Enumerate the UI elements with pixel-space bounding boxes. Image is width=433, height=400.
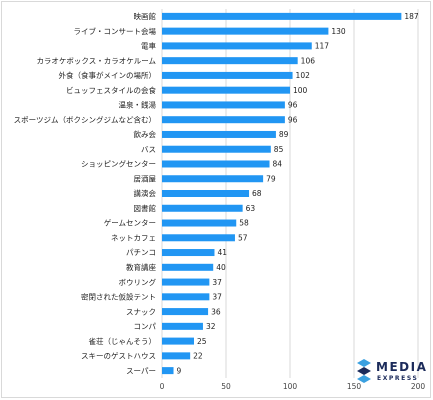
bar [162, 130, 276, 138]
category-label: 映画館 [134, 11, 157, 21]
bar [162, 175, 264, 183]
value-label: 9 [177, 366, 182, 375]
bar [162, 101, 285, 109]
bar [162, 352, 191, 360]
logo-mark-icon [357, 359, 371, 383]
category-label: スーパー [126, 366, 156, 375]
category-label: ライブ・コンサート会場 [74, 26, 157, 36]
bar [162, 27, 329, 35]
category-label: 講演会 [134, 188, 157, 198]
value-label: 40 [216, 263, 226, 272]
value-label: 79 [266, 174, 276, 183]
bar [162, 308, 209, 316]
x-tick-label: 150 [347, 382, 362, 391]
value-label: 100 [293, 86, 308, 95]
category-label: コンパ [134, 322, 157, 331]
bar [162, 145, 271, 153]
value-label: 58 [239, 219, 249, 228]
value-label: 96 [288, 101, 298, 110]
category-label: 雀荘（じゃんそう） [89, 336, 157, 346]
value-label: 84 [273, 160, 283, 169]
value-label: 32 [206, 322, 216, 331]
category-label: 外食（食事がメインの場所） [59, 70, 157, 80]
bar [162, 116, 285, 124]
bar [162, 249, 215, 257]
bar [162, 204, 243, 212]
bar [162, 71, 293, 79]
x-tick-label: 0 [160, 382, 165, 391]
value-label: 85 [274, 145, 284, 154]
category-label: スキーのゲストハウス [81, 352, 156, 361]
category-label: 図書館 [134, 203, 157, 213]
category-label: ネットカフェ [111, 233, 156, 242]
value-label: 25 [197, 337, 207, 346]
value-label: 22 [193, 352, 203, 361]
category-label: パチンコ [126, 248, 156, 257]
category-label: スポーツジム（ボクシングジムなど含む） [14, 114, 156, 124]
category-label: ボウリング [119, 277, 157, 287]
category-label: バス [141, 145, 156, 154]
category-label: 教育講座 [126, 262, 156, 272]
x-tick-label: 200 [411, 382, 426, 391]
bar [162, 263, 214, 271]
bar [162, 42, 312, 50]
value-label: 117 [315, 42, 330, 51]
bar [162, 234, 235, 242]
category-label: ビュッフェスタイルの会食 [66, 85, 156, 95]
x-axis-ticks: 0 50 100 150 200 [160, 382, 426, 391]
value-label: 187 [404, 12, 419, 21]
value-label: 36 [211, 307, 221, 316]
bar [162, 190, 250, 197]
value-label: 102 [296, 71, 311, 80]
bars [162, 12, 402, 375]
value-label: 37 [212, 293, 222, 302]
logo-text-media: MEDIA [376, 360, 428, 374]
bar [162, 278, 210, 286]
bar [162, 219, 237, 227]
value-label: 63 [246, 204, 256, 213]
x-tick-label: 100 [283, 382, 298, 391]
bar [162, 322, 203, 330]
bar [162, 86, 290, 94]
media-express-logo: MEDIA EXPRESS [355, 357, 428, 389]
logo-text-express: EXPRESS [377, 375, 419, 382]
category-labels: 映画館ライブ・コンサート会場電車カラオケボックス・カラオケルーム外食（食事がメイ… [14, 11, 157, 375]
value-label: 57 [238, 233, 248, 242]
value-label: 96 [288, 115, 298, 124]
gridlines [161, 9, 419, 378]
category-label: 密閉された仮設テント [81, 292, 156, 302]
bar [162, 367, 174, 375]
bar [162, 293, 210, 301]
category-label: 飲み会 [134, 129, 157, 139]
category-label: 温泉・銭湯 [119, 100, 157, 110]
category-label: カラオケボックス・カラオケルーム [36, 56, 156, 65]
category-label: 電車 [141, 41, 156, 51]
value-label: 68 [252, 189, 262, 198]
value-label: 106 [301, 56, 316, 65]
bar [162, 57, 298, 65]
value-label: 89 [279, 130, 289, 139]
bar [162, 12, 402, 20]
category-label: 居酒屋 [134, 174, 157, 183]
category-label: スナック [126, 307, 156, 316]
category-label: ショッピングセンター [81, 159, 156, 169]
category-label: ゲームセンター [104, 219, 156, 228]
bar [162, 337, 194, 345]
bar [162, 160, 270, 168]
value-label: 41 [217, 248, 227, 257]
value-label: 130 [331, 27, 346, 36]
x-tick-label: 50 [221, 382, 231, 391]
value-label: 37 [212, 278, 222, 287]
